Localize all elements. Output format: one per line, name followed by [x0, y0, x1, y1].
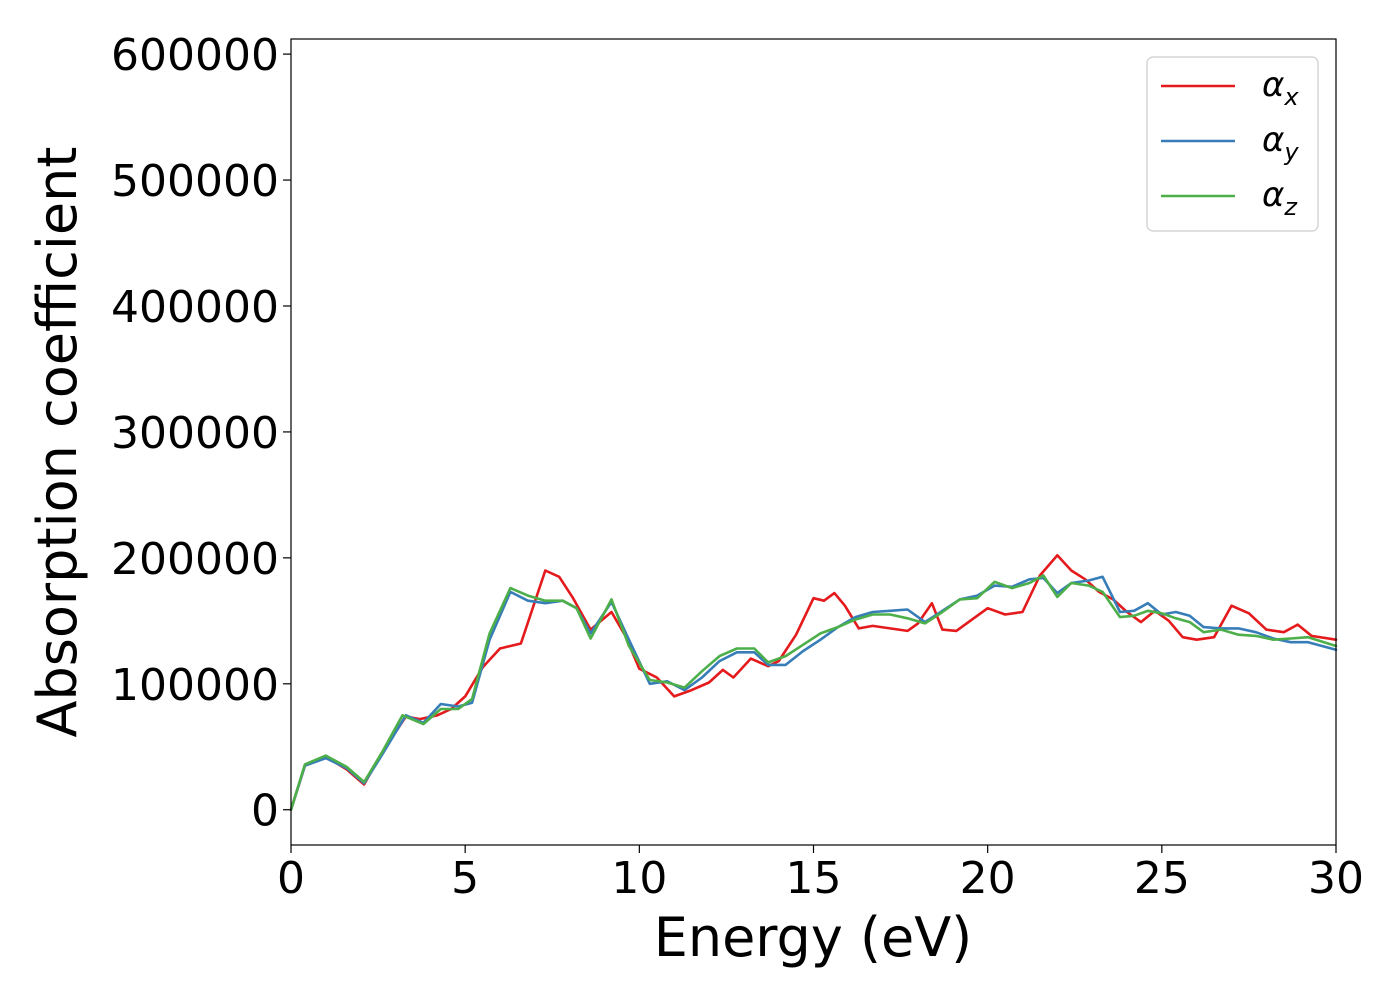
- y-tick-label: 600000: [111, 30, 279, 81]
- x-tick-label: 30: [1308, 853, 1364, 904]
- x-axis: 0 5 10 15 20 25 30: [277, 845, 1364, 904]
- legend-label-base: α: [1262, 175, 1284, 215]
- x-tick-label: 25: [1134, 853, 1190, 904]
- y-axis: 0 100000 200000 300000 400000 500000 600000: [111, 30, 291, 837]
- legend-label-y: αy: [1262, 120, 1299, 166]
- series-line-z: [289, 574, 1338, 812]
- y-tick-label: 400000: [111, 282, 279, 333]
- y-tick-label: 500000: [111, 156, 279, 207]
- y-tick-label: 200000: [111, 534, 279, 585]
- x-axis-title: Energy (eV): [654, 906, 973, 969]
- x-tick-label: 5: [451, 853, 479, 904]
- legend-label-subscript: z: [1283, 193, 1298, 221]
- series-line-x: [289, 553, 1338, 812]
- x-tick-label: 20: [960, 853, 1016, 904]
- y-tick-label: 300000: [111, 408, 279, 459]
- legend-label-subscript: x: [1283, 83, 1299, 111]
- legend-label-x: αx: [1262, 65, 1299, 111]
- legend-box: [1146, 56, 1319, 232]
- x-tick-label: 10: [611, 853, 667, 904]
- x-tick-label: 0: [277, 853, 305, 904]
- y-tick-label: 100000: [111, 660, 279, 711]
- y-axis-title: Absorption coefficient: [26, 147, 89, 738]
- y-tick-label: 0: [251, 786, 279, 837]
- legend-label-base: α: [1262, 65, 1284, 105]
- legend-label-subscript: y: [1283, 138, 1299, 166]
- legend-label-base: α: [1262, 120, 1284, 160]
- series-line-y: [289, 575, 1338, 812]
- x-tick-label: 15: [786, 853, 842, 904]
- legend-label-z: αz: [1262, 175, 1298, 221]
- series-layer: [289, 553, 1338, 812]
